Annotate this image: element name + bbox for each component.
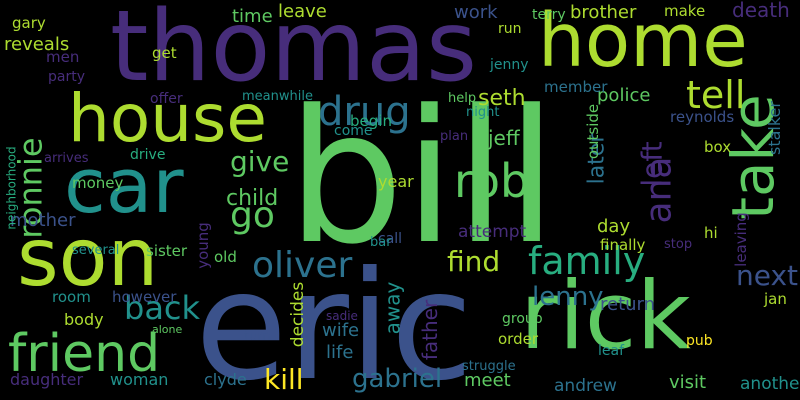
word: men bbox=[46, 48, 80, 66]
word: outside bbox=[584, 103, 603, 160]
word: wife bbox=[322, 320, 360, 341]
word: run bbox=[498, 21, 522, 37]
word: reynolds bbox=[670, 108, 735, 126]
word: get bbox=[152, 44, 177, 62]
word: arrives bbox=[44, 151, 89, 166]
word: life bbox=[326, 342, 354, 363]
word: turn bbox=[244, 329, 271, 344]
word: group bbox=[502, 311, 543, 327]
word: sister bbox=[146, 242, 188, 260]
word: sadie bbox=[326, 309, 358, 323]
word: rick bbox=[520, 262, 691, 371]
word: room bbox=[52, 288, 91, 306]
word: woman bbox=[110, 370, 169, 389]
word: leave bbox=[278, 1, 327, 22]
word: terry bbox=[532, 7, 566, 23]
word: jenny bbox=[490, 57, 529, 73]
word: brother bbox=[570, 2, 637, 23]
word: andrew bbox=[554, 376, 617, 396]
word: box bbox=[704, 138, 732, 156]
word: child bbox=[226, 186, 279, 211]
word: money bbox=[72, 174, 124, 192]
word: leaf bbox=[598, 343, 625, 359]
word: order bbox=[498, 330, 538, 348]
word: plan bbox=[440, 129, 469, 144]
word: jeff bbox=[488, 126, 520, 150]
word: bar bbox=[370, 235, 392, 250]
word: however bbox=[112, 288, 177, 306]
word: stop bbox=[664, 237, 693, 252]
word: bill bbox=[287, 71, 558, 285]
word: kill bbox=[264, 363, 304, 396]
word: tell bbox=[686, 73, 746, 117]
word: mother bbox=[10, 210, 76, 231]
word: family bbox=[528, 239, 646, 283]
word: jan bbox=[764, 290, 787, 308]
word: several bbox=[72, 243, 120, 258]
word: police bbox=[597, 85, 651, 106]
word: alone bbox=[152, 323, 183, 336]
word: night bbox=[466, 105, 500, 120]
word: meanwhile bbox=[242, 89, 313, 104]
word: home bbox=[538, 0, 748, 84]
word: finally bbox=[600, 236, 646, 254]
word: away bbox=[380, 281, 405, 335]
word: rob bbox=[454, 154, 530, 208]
word: visit bbox=[669, 372, 707, 393]
word: decides bbox=[288, 281, 309, 348]
word: pub bbox=[686, 333, 713, 349]
word: eric bbox=[195, 240, 474, 400]
word: stalker bbox=[764, 101, 784, 155]
word: member bbox=[544, 78, 608, 96]
word: father bbox=[418, 299, 443, 361]
word: help bbox=[448, 91, 477, 106]
word: daughter bbox=[10, 370, 84, 389]
word: old bbox=[214, 248, 237, 266]
word: drug bbox=[318, 89, 411, 135]
word: struggle bbox=[462, 359, 516, 374]
word: time bbox=[232, 6, 273, 27]
word: thomas bbox=[110, 0, 478, 104]
word: house bbox=[68, 80, 268, 157]
word: offer bbox=[150, 91, 183, 107]
word: friend bbox=[8, 324, 161, 384]
word: car bbox=[64, 141, 184, 230]
word: young bbox=[193, 222, 212, 269]
word: leaving bbox=[731, 212, 750, 267]
word: gabriel bbox=[352, 364, 443, 394]
word: call bbox=[378, 231, 403, 247]
word: attempt bbox=[458, 222, 527, 242]
word: return bbox=[600, 294, 656, 315]
word: lenny bbox=[532, 282, 604, 312]
word: give bbox=[230, 145, 290, 178]
word: come bbox=[334, 123, 373, 139]
word: body bbox=[64, 310, 104, 329]
word: drive bbox=[130, 147, 166, 163]
word: son bbox=[17, 211, 159, 304]
word: go bbox=[230, 195, 275, 236]
word: another bbox=[740, 374, 800, 394]
word: work bbox=[454, 2, 498, 23]
word: gary bbox=[12, 14, 46, 32]
word: death bbox=[732, 0, 790, 22]
word: neighborhood bbox=[4, 146, 19, 230]
word: oliver bbox=[252, 245, 353, 286]
word: hi bbox=[704, 224, 718, 242]
word: make bbox=[664, 2, 706, 20]
word: day bbox=[597, 216, 631, 237]
word: clyde bbox=[204, 370, 247, 389]
word: year bbox=[378, 172, 414, 191]
word: reveals bbox=[4, 34, 70, 55]
word: seth bbox=[478, 86, 526, 111]
word: meet bbox=[464, 370, 511, 391]
word: find bbox=[447, 245, 501, 278]
word: left bbox=[635, 141, 669, 187]
word: back bbox=[124, 289, 201, 327]
word: begin bbox=[350, 112, 392, 130]
word: party bbox=[48, 69, 85, 85]
word: next bbox=[736, 259, 799, 292]
